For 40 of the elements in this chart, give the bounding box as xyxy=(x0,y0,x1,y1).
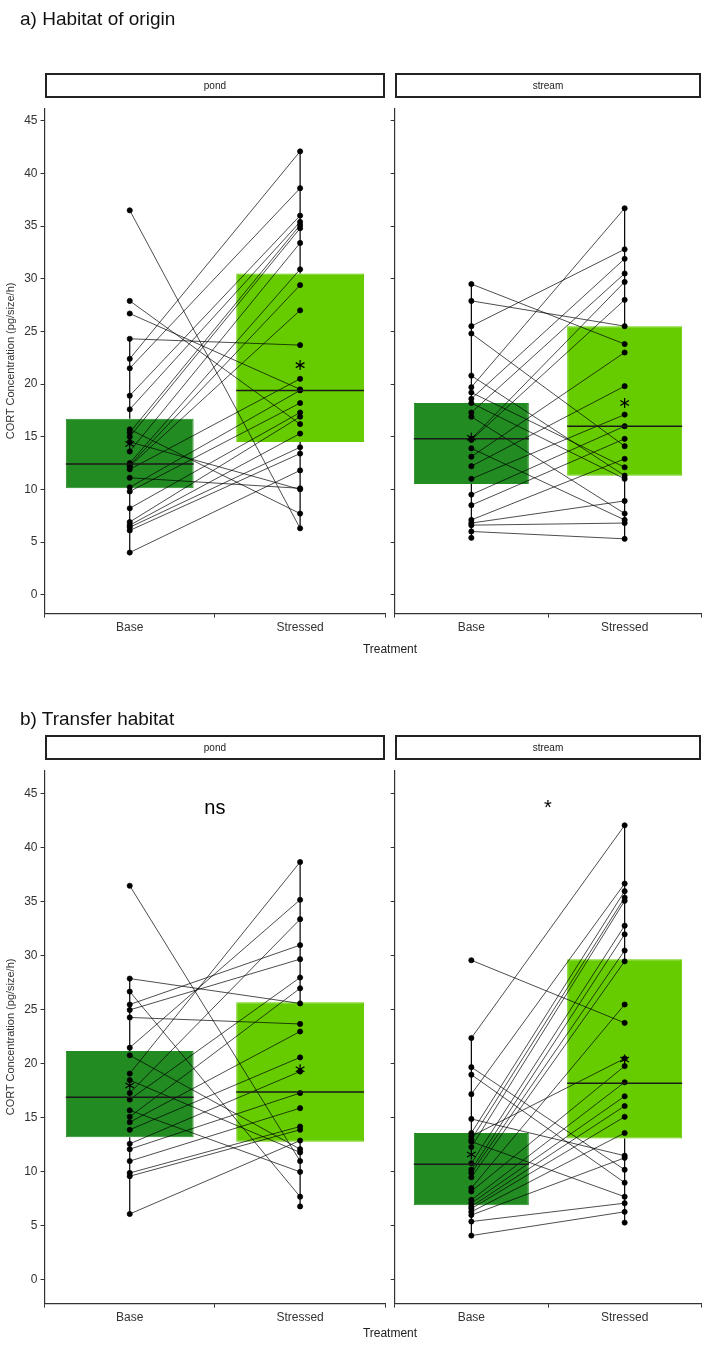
y-tick-label: 5 xyxy=(30,1218,38,1233)
x-tick-label: Stressed xyxy=(276,620,324,635)
x-axis-title: Treatment xyxy=(361,1326,419,1340)
y-tick-label: 20 xyxy=(24,1056,38,1071)
y-tick-label: 45 xyxy=(24,113,38,128)
x-tick-label: Stressed xyxy=(276,1310,324,1325)
y-tick-label: 15 xyxy=(24,429,38,444)
y-tick-label: 30 xyxy=(24,271,38,286)
x-axis-title: Treatment xyxy=(361,642,419,656)
y-tick-label: 25 xyxy=(24,1002,38,1017)
y-tick-label: 35 xyxy=(24,218,38,233)
x-tick-label: Stressed xyxy=(600,620,649,635)
y-tick-label: 15 xyxy=(24,1110,38,1125)
y-tick-label: 0 xyxy=(30,586,38,601)
annotation: ns xyxy=(204,795,226,818)
y-axis-title: CORT Concentration (pg/size/h) xyxy=(3,282,16,440)
y-tick-label: 10 xyxy=(24,481,38,496)
y-tick-label: 0 xyxy=(30,1272,38,1287)
x-tick-label: Stressed xyxy=(600,1310,649,1325)
y-axis-title: CORT Concentration (pg/size/h) xyxy=(3,958,16,1116)
y-tick-label: 20 xyxy=(24,376,38,391)
y-tick-label: 25 xyxy=(24,323,38,338)
chart-subtitle: stream xyxy=(394,735,702,760)
y-tick-label: 45 xyxy=(24,786,38,801)
y-tick-label: 10 xyxy=(24,1164,38,1179)
x-tick-label: Base xyxy=(457,1310,486,1325)
y-tick-label: 40 xyxy=(24,840,38,855)
x-tick-label: Base xyxy=(116,1310,144,1325)
y-tick-label: 5 xyxy=(30,534,38,549)
x-tick-label: Base xyxy=(457,620,486,635)
x-tick-label: Base xyxy=(116,620,144,635)
chart-title: b) Transfer habitat xyxy=(20,708,175,730)
chart-subtitle: pond xyxy=(44,735,386,760)
chart-title: a) Habitat of origin xyxy=(20,8,176,30)
y-tick-label: 35 xyxy=(24,894,38,909)
chart-subtitle: stream xyxy=(394,73,702,98)
y-tick-label: 30 xyxy=(24,948,38,963)
annotation: * xyxy=(544,795,553,818)
y-tick-label: 40 xyxy=(24,165,38,180)
chart-subtitle: pond xyxy=(44,73,386,98)
